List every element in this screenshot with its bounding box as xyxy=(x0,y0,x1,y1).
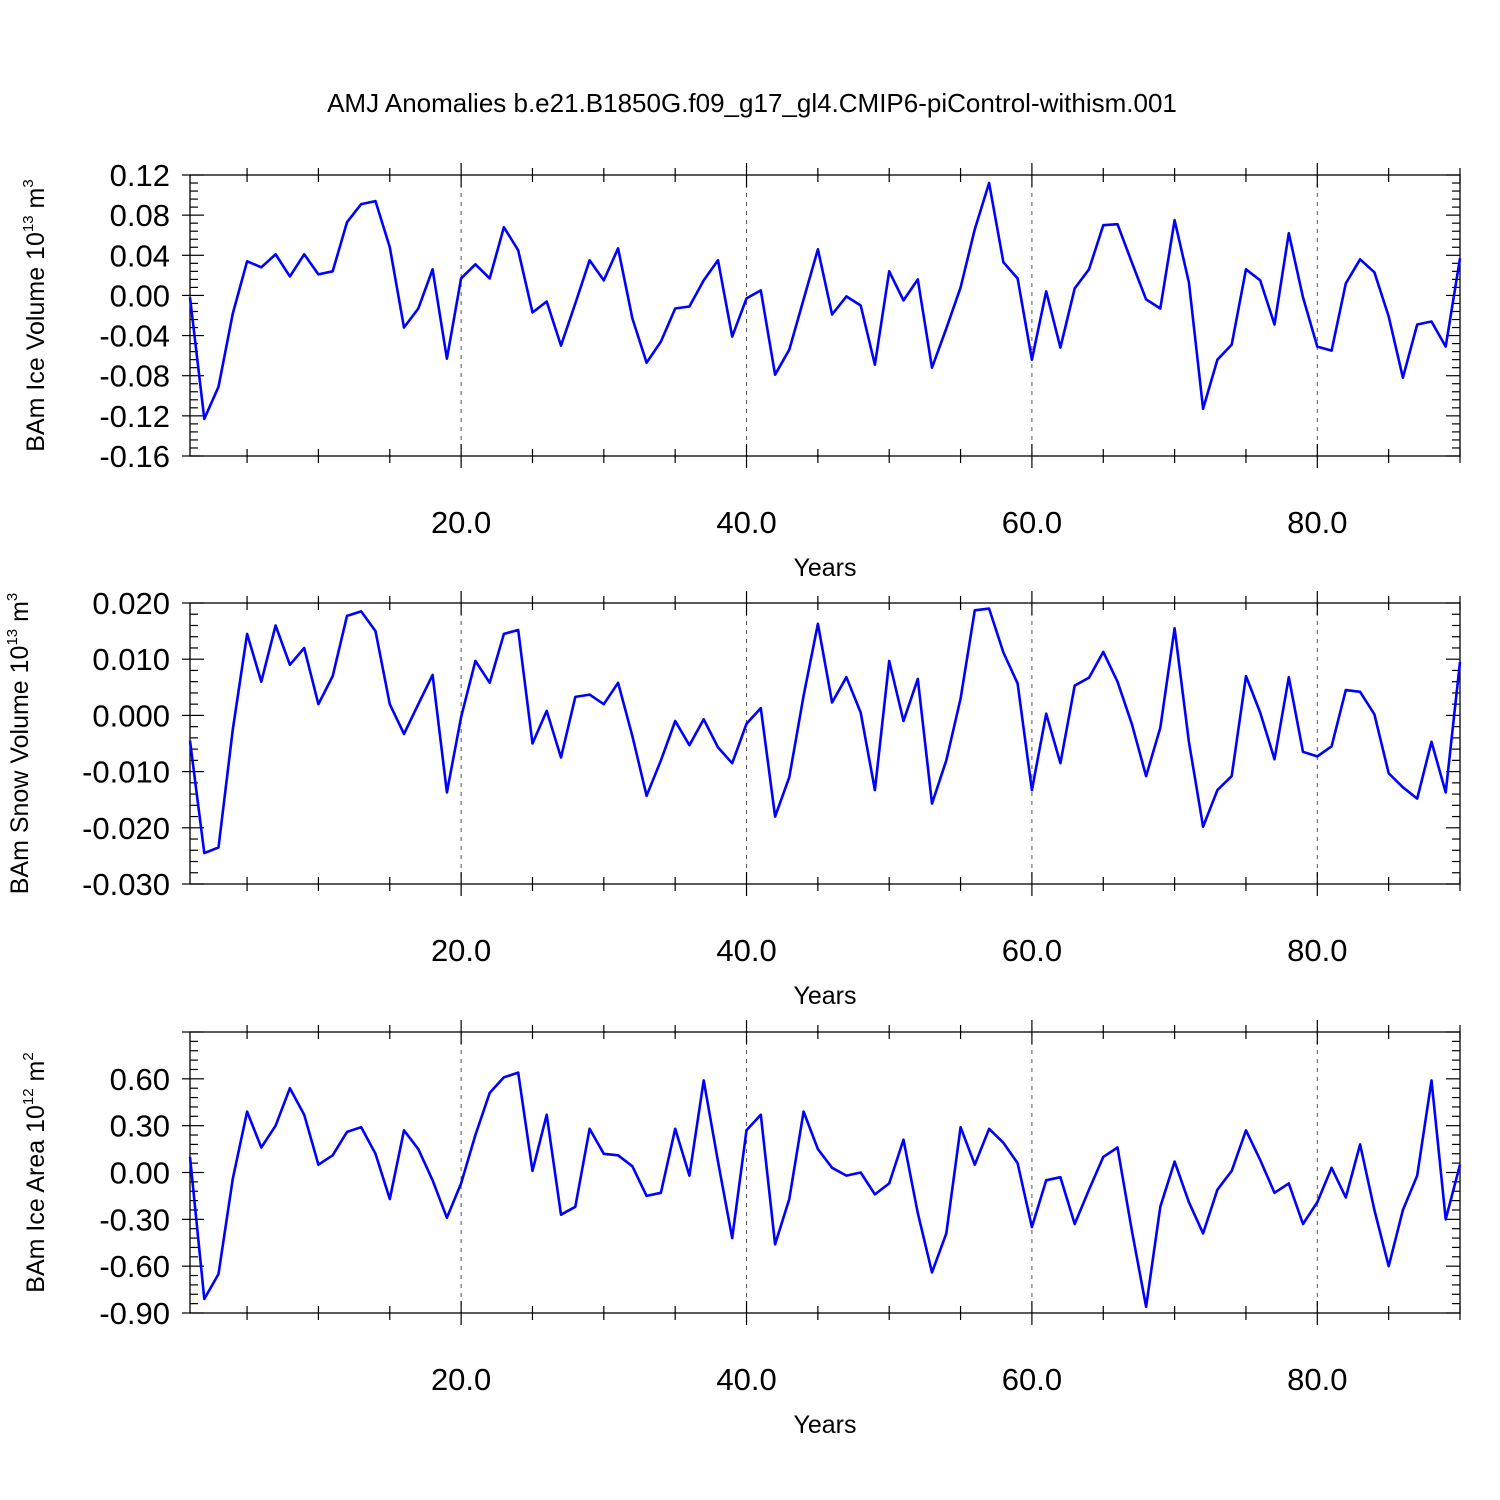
series-line xyxy=(188,181,1462,421)
x-tick-label: 80.0 xyxy=(1287,933,1347,968)
panel-2: 0.020 0.010 0.000 -0.010 -0.020 -0.030 20.0 40.… xyxy=(4,586,1462,1010)
x-axis-label: Years xyxy=(793,982,856,1010)
series-line xyxy=(188,1071,1462,1309)
panel-3: 0.60 0.30 0.00 -0.30 -0.60 -0.90 20.0 40.0 60.0 8… xyxy=(20,1020,1462,1439)
panel-1: 0.12 0.08 0.04 0.00 -0.04 -0.08 -0.12 -0.16 20.0… xyxy=(20,158,1462,582)
y-tick-label: 0.08 xyxy=(110,198,170,233)
y-tick-label: -0.010 xyxy=(82,755,170,790)
y-axis-label-text: m xyxy=(6,601,34,629)
y-axis-label-text: BAm Ice Area 10 xyxy=(22,1105,50,1293)
y-axis-label-text: m xyxy=(22,1061,50,1089)
y-tick-label: 0.30 xyxy=(110,1109,170,1144)
y-axis-label: BAm Snow Volume 1013 m3 xyxy=(4,593,34,895)
y-tick-label: -0.12 xyxy=(99,399,170,434)
x-tick-label: 60.0 xyxy=(1002,1362,1062,1397)
x-axis-label: Years xyxy=(793,1411,856,1439)
y-tick-label: -0.08 xyxy=(99,359,170,394)
y-tick-label: -0.16 xyxy=(99,439,170,474)
y-tick-label: -0.030 xyxy=(82,867,170,902)
y-axis-label-superscript: 3 xyxy=(4,593,21,601)
y-tick-label: -0.90 xyxy=(99,1296,170,1331)
x-tick-label: 40.0 xyxy=(716,1362,776,1397)
y-axis-label-text: m xyxy=(22,188,50,216)
x-tick-label: 80.0 xyxy=(1287,505,1347,540)
series-line xyxy=(188,607,1462,855)
y-tick-label: 0.020 xyxy=(92,586,170,621)
x-tick-label: 60.0 xyxy=(1002,505,1062,540)
y-axis-label-superscript: 3 xyxy=(20,179,37,187)
x-axis-label: Years xyxy=(793,554,856,582)
y-tick-label: 0.04 xyxy=(110,238,170,273)
x-tick-label: 20.0 xyxy=(431,1362,491,1397)
y-tick-label: -0.30 xyxy=(99,1202,170,1237)
y-tick-label: 0.00 xyxy=(110,278,170,313)
y-tick-label: 0.00 xyxy=(110,1156,170,1191)
y-tick-label: -0.04 xyxy=(99,319,170,354)
plot-frame xyxy=(189,174,1461,457)
y-tick-label: -0.60 xyxy=(99,1249,170,1284)
x-tick-label: 80.0 xyxy=(1287,1362,1347,1397)
y-axis-label: BAm Ice Volume 1013 m3 xyxy=(20,179,50,451)
plot-frame xyxy=(189,1031,1461,1314)
y-tick-label: 0.010 xyxy=(92,642,170,677)
y-axis-label-text: BAm Snow Volume 10 xyxy=(6,646,34,895)
y-axis-label-superscript: 2 xyxy=(20,1052,37,1060)
x-tick-label: 60.0 xyxy=(1002,933,1062,968)
y-tick-label: 0.12 xyxy=(110,158,170,193)
y-tick-label: 0.000 xyxy=(92,698,170,733)
y-axis-label-superscript: 12 xyxy=(20,1088,37,1105)
chart-title: AMJ Anomalies b.e21.B1850G.f09_g17_gl4.C… xyxy=(327,88,1177,118)
y-axis-label-superscript: 13 xyxy=(20,215,37,232)
y-tick-label: 0.60 xyxy=(110,1062,170,1097)
y-axis-label: BAm Ice Area 1012 m2 xyxy=(20,1052,50,1292)
x-tick-label: 40.0 xyxy=(716,505,776,540)
y-tick-label: -0.020 xyxy=(82,811,170,846)
y-axis-label-text: BAm Ice Volume 10 xyxy=(22,232,50,452)
x-tick-label: 40.0 xyxy=(716,933,776,968)
y-axis-label-superscript: 13 xyxy=(4,629,21,646)
x-tick-label: 20.0 xyxy=(431,933,491,968)
x-tick-label: 20.0 xyxy=(431,505,491,540)
